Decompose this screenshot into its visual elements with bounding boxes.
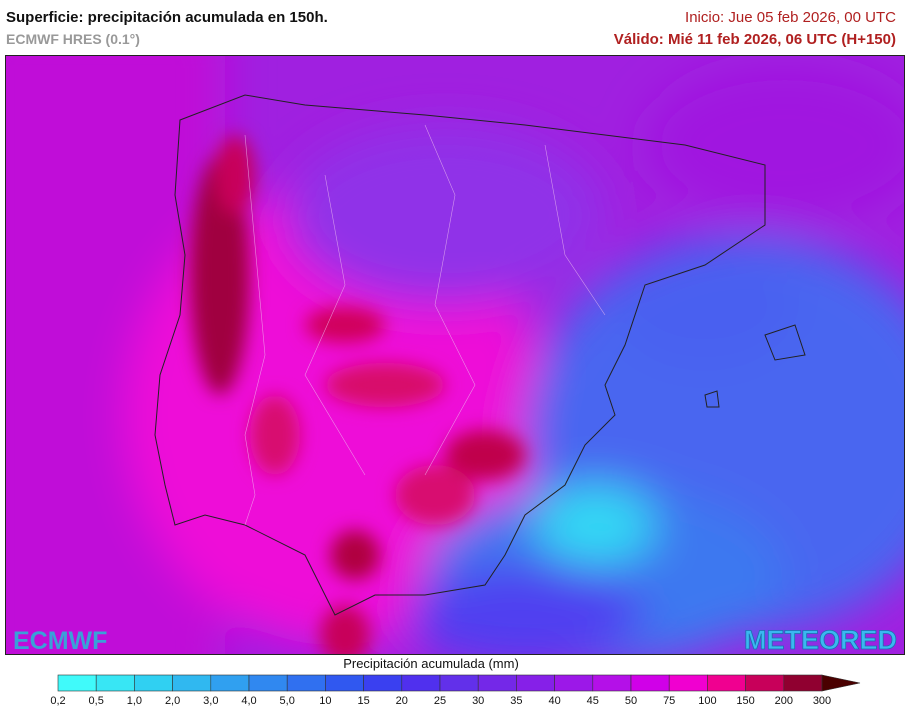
color-cell xyxy=(95,674,135,692)
init-time: Inicio: Jue 05 feb 2026, 00 UTC xyxy=(685,9,896,26)
legend-tick-label: 50 xyxy=(625,695,637,707)
color-cell xyxy=(172,674,212,692)
color-cell xyxy=(210,674,250,692)
legend-tick-label: 25 xyxy=(434,695,446,707)
color-cell xyxy=(477,674,517,692)
legend-tick-label: 35 xyxy=(510,695,522,707)
legend-tick-label: 0,5 xyxy=(89,695,104,707)
color-cell xyxy=(745,674,785,692)
borders xyxy=(244,124,606,526)
map: ECMWF METEORED xyxy=(5,55,905,655)
legend-tick-label: 150 xyxy=(736,695,754,707)
legend-tick-label: 15 xyxy=(357,695,369,707)
color-cell xyxy=(707,674,746,692)
legend-tick-label: 20 xyxy=(396,695,408,707)
map-title: Superficie: precipitación acumulada en 1… xyxy=(6,9,328,26)
legend-tick-label: 4,0 xyxy=(241,695,256,707)
coastline xyxy=(154,94,766,616)
color-cell xyxy=(592,674,632,692)
precip-field xyxy=(5,55,905,655)
legend-tick-label: 2,0 xyxy=(165,695,180,707)
legend-tick-label: 75 xyxy=(663,695,675,707)
legend-tick-label: 0,2 xyxy=(50,695,65,707)
color-arrow xyxy=(821,674,861,692)
legend-tick-label: 30 xyxy=(472,695,484,707)
legend-tick-label: 200 xyxy=(775,695,793,707)
legend-tick-label: 10 xyxy=(319,695,331,707)
legend: 0,2 0,5 1,0 2,0 3,0 4,0 5,0 10 15 20 25 30 35 40 45 50 7… xyxy=(50,674,861,707)
legend-tick-label: 300 xyxy=(813,695,831,707)
color-cell xyxy=(516,674,555,692)
legend-tick-label: 100 xyxy=(698,695,716,707)
color-cell xyxy=(248,674,288,692)
legend-tick-label: 1,0 xyxy=(127,695,142,707)
ecmwf-logo: ECMWF xyxy=(13,627,107,655)
color-cell xyxy=(286,674,326,692)
color-cell xyxy=(134,674,173,692)
legend-tick-label: 5,0 xyxy=(280,695,295,707)
model-name: ECMWF HRES (0.1°) xyxy=(6,31,140,47)
meteored-logo: METEORED xyxy=(744,625,897,655)
valid-time: Válido: Mié 11 feb 2026, 06 UTC (H+150) xyxy=(613,31,896,48)
color-cell xyxy=(439,674,479,692)
islands xyxy=(704,324,806,408)
color-cell xyxy=(783,674,823,692)
color-cell xyxy=(401,674,441,692)
color-cell xyxy=(325,674,364,692)
color-cell xyxy=(554,674,594,692)
color-cell xyxy=(630,674,670,692)
color-cell xyxy=(57,674,97,692)
legend-title: Precipitación acumulada (mm) xyxy=(343,656,519,671)
color-cell xyxy=(668,674,708,692)
legend-tick-label: 40 xyxy=(548,695,560,707)
legend-tick-label: 45 xyxy=(587,695,599,707)
color-cell xyxy=(363,674,403,692)
map-frame xyxy=(5,55,905,655)
legend-tick-label: 3,0 xyxy=(203,695,218,707)
